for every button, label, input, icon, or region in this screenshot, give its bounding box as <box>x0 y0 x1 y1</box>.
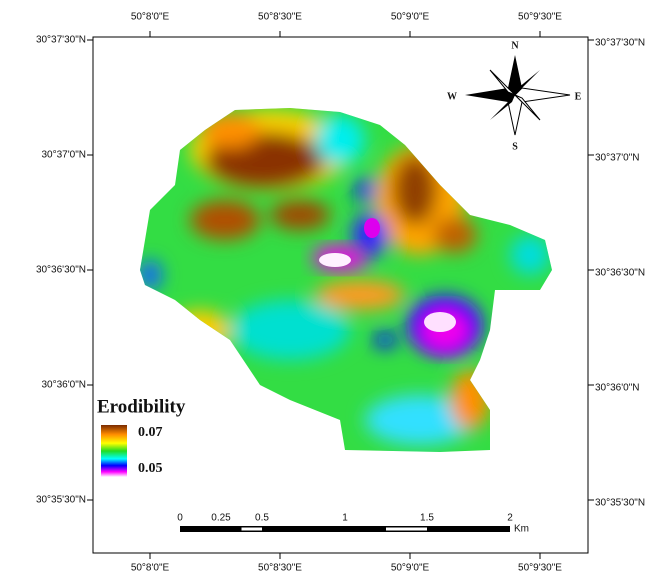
scale-segment <box>262 526 345 532</box>
scale-label: 0.5 <box>255 513 269 524</box>
scale-label: 0.25 <box>211 513 231 524</box>
scale-segment-light <box>242 528 263 531</box>
left-label: 30°36'0"N <box>42 380 87 391</box>
scale-label: 2 <box>507 513 513 524</box>
scale-segment-light <box>386 528 427 531</box>
top-label: 50°9'0"E <box>391 12 430 23</box>
left-label: 30°35'30"N <box>36 495 86 506</box>
right-label: 30°35'30"N <box>595 498 645 509</box>
scale-label: 1.5 <box>420 513 434 524</box>
top-label: 50°8'30"E <box>258 12 302 23</box>
top-label: 50°9'30"E <box>518 12 562 23</box>
right-label: 30°37'0"N <box>595 153 640 164</box>
compass-e: E <box>575 91 582 102</box>
right-label: 30°36'0"N <box>595 383 640 394</box>
left-label: 30°37'30"N <box>36 35 86 46</box>
bottom-label: 50°8'30"E <box>258 563 302 574</box>
compass-n: N <box>511 40 519 51</box>
scale-label: 0 <box>177 513 183 524</box>
legend-title: Erodibility <box>97 396 186 417</box>
bottom-label: 50°9'0"E <box>391 563 430 574</box>
compass-s: S <box>512 141 518 152</box>
map-figure: N S E W Erodibility 0.07 0.05 0 0.25 0.5 1 1… <box>0 0 660 576</box>
scale-unit: Km <box>514 524 529 535</box>
legend-ramp <box>101 425 127 477</box>
left-label: 30°37'0"N <box>42 150 87 161</box>
legend-low: 0.05 <box>138 461 163 476</box>
legend-high: 0.07 <box>138 425 163 440</box>
scale-label: 1 <box>342 513 348 524</box>
top-label: 50°8'0"E <box>131 12 170 23</box>
scale-segment <box>427 526 510 532</box>
bottom-label: 50°8'0"E <box>131 563 170 574</box>
left-label: 30°36'30"N <box>36 265 86 276</box>
compass-w: W <box>447 91 457 102</box>
right-label: 30°37'30"N <box>595 38 645 49</box>
right-label: 30°36'30"N <box>595 268 645 279</box>
scale-segment <box>180 526 221 532</box>
bottom-label: 50°9'30"E <box>518 563 562 574</box>
